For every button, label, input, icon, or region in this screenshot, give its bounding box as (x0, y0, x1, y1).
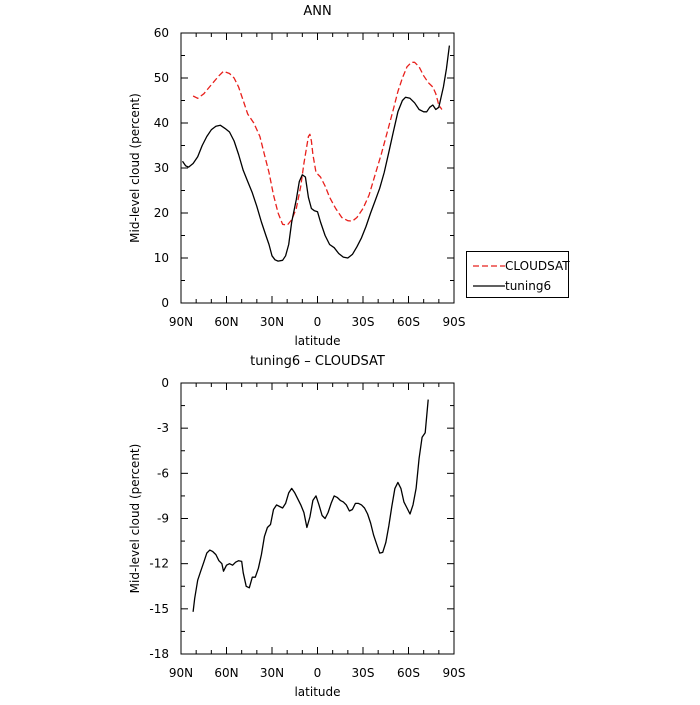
bottom-axis-ticks: 90N 60N 30N 0 30S 60S 90S 0 -3 -6 -9 -12 -15 -18 (149, 376, 465, 680)
bot-x-tick-label: 0 (314, 666, 322, 680)
top-y-tick-label: 40 (154, 116, 169, 130)
bottom-plot-frame (180, 382, 455, 655)
top-x-axis-label: latitude (294, 334, 340, 348)
top-series-lines (181, 45, 451, 262)
top-x-tick-label: 60S (397, 315, 420, 329)
top-plot: ANN latitude Mid-level cloud (percent) 9… (128, 4, 465, 348)
bot-y-tick-label: -6 (157, 466, 169, 480)
bottom-chart-title: tuning6 – CLOUDSAT (250, 354, 385, 369)
bot-y-tick-label: -18 (149, 647, 169, 661)
bottom-series-lines (192, 399, 429, 612)
top-x-tick-label: 60N (214, 315, 238, 329)
legend-swatch-tuning6 (473, 285, 505, 287)
top-y-tick-label: 20 (154, 206, 169, 220)
bottom-y-axis-label: Mid-level cloud (percent) (128, 444, 142, 594)
top-x-tick-label: 30S (352, 315, 375, 329)
legend-swatch-cloudsat (473, 265, 505, 267)
top-series-line-tuning6 (181, 45, 451, 262)
bot-y-tick-label: -15 (149, 602, 169, 616)
bot-x-tick-label: 90N (169, 666, 193, 680)
bot-y-tick-label: -12 (149, 557, 169, 571)
top-x-tick-label: 90S (443, 315, 466, 329)
bot-x-tick-label: 90S (443, 666, 466, 680)
top-axis-ticks: 90N 60N 30N 0 30S 60S 90S 0 10 20 30 40 50 60 (154, 26, 466, 329)
top-y-tick-label: 50 (154, 71, 169, 85)
top-y-tick-label: 30 (154, 161, 169, 175)
bottom-plot: tuning6 – CLOUDSAT latitude Mid-level cl… (128, 354, 465, 699)
bot-x-tick-label: 60S (397, 666, 420, 680)
top-y-tick-label: 60 (154, 26, 169, 40)
legend: CLOUDSAT tuning6 (466, 251, 570, 298)
bot-x-tick-label: 30N (260, 666, 284, 680)
top-y-tick-label: 10 (154, 251, 169, 265)
top-series-line-cloudsat (192, 61, 443, 226)
top-y-axis-label: Mid-level cloud (percent) (128, 93, 142, 243)
top-chart-title: ANN (303, 4, 331, 19)
bot-x-tick-label: 30S (352, 666, 375, 680)
top-x-tick-label: 90N (169, 315, 193, 329)
bot-y-tick-label: 0 (161, 376, 169, 390)
top-x-tick-label: 30N (260, 315, 284, 329)
bot-y-tick-label: -9 (157, 512, 169, 526)
legend-entry-cloudsat: CLOUDSAT (467, 258, 570, 274)
bottom-x-axis-label: latitude (294, 685, 340, 699)
legend-label-tuning6: tuning6 (505, 279, 552, 293)
bot-series-line-diff (192, 399, 429, 612)
bot-x-tick-label: 60N (214, 666, 238, 680)
bot-y-tick-label: -3 (157, 421, 169, 435)
top-y-tick-label: 0 (161, 296, 169, 310)
top-x-tick-label: 0 (314, 315, 322, 329)
legend-label-cloudsat: CLOUDSAT (505, 259, 570, 273)
legend-entry-tuning6: tuning6 (467, 278, 570, 294)
